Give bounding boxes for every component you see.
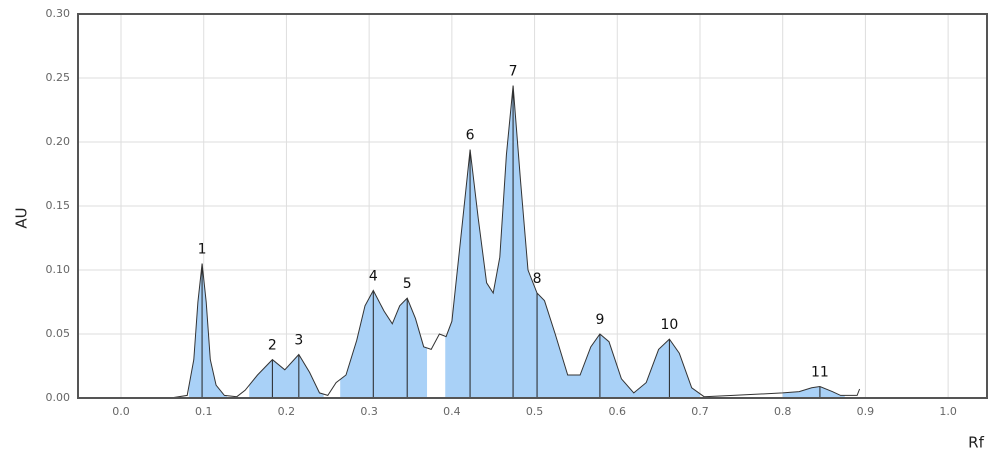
- y-tick-label: 0.00: [46, 391, 71, 404]
- x-tick-label: 1.0: [939, 405, 957, 418]
- x-tick-label: 0.7: [691, 405, 709, 418]
- shaded-area: [188, 85, 845, 398]
- peak-label: 2: [268, 338, 277, 354]
- x-tick-label: 0.4: [443, 405, 461, 418]
- peak-label: 5: [403, 276, 412, 292]
- y-tick-label: 0.10: [46, 263, 71, 276]
- peak-label: 7: [509, 64, 518, 80]
- peak-label: 11: [811, 364, 829, 380]
- peak-label: 6: [466, 128, 475, 144]
- y-tick-label: 0.15: [46, 199, 71, 212]
- x-tick-label: 0.5: [526, 405, 544, 418]
- y-tick-label: 0.25: [46, 71, 71, 84]
- x-tick-label: 0.0: [112, 405, 130, 418]
- trace-line: [170, 85, 861, 399]
- x-tick-label: 0.1: [195, 405, 213, 418]
- y-tick-label: 0.20: [46, 135, 71, 148]
- x-tick-label: 0.2: [278, 405, 296, 418]
- peak-label: 1: [198, 242, 207, 258]
- peak-label: 9: [595, 312, 604, 328]
- peak-label: 8: [533, 271, 542, 287]
- peak-label: 3: [294, 332, 303, 348]
- peak-label: 4: [369, 268, 378, 284]
- y-axis-label: AU: [13, 207, 31, 228]
- x-tick-label: 0.3: [360, 405, 378, 418]
- plot-border: [77, 13, 988, 399]
- y-tick-label: 0.30: [46, 7, 71, 20]
- x-tick-label: 0.9: [857, 405, 875, 418]
- x-tick-label: 0.6: [609, 405, 627, 418]
- x-axis-label: Rf: [968, 434, 984, 452]
- peak-label: 10: [660, 317, 678, 333]
- y-tick-label: 0.05: [46, 327, 71, 340]
- x-tick-label: 0.8: [774, 405, 792, 418]
